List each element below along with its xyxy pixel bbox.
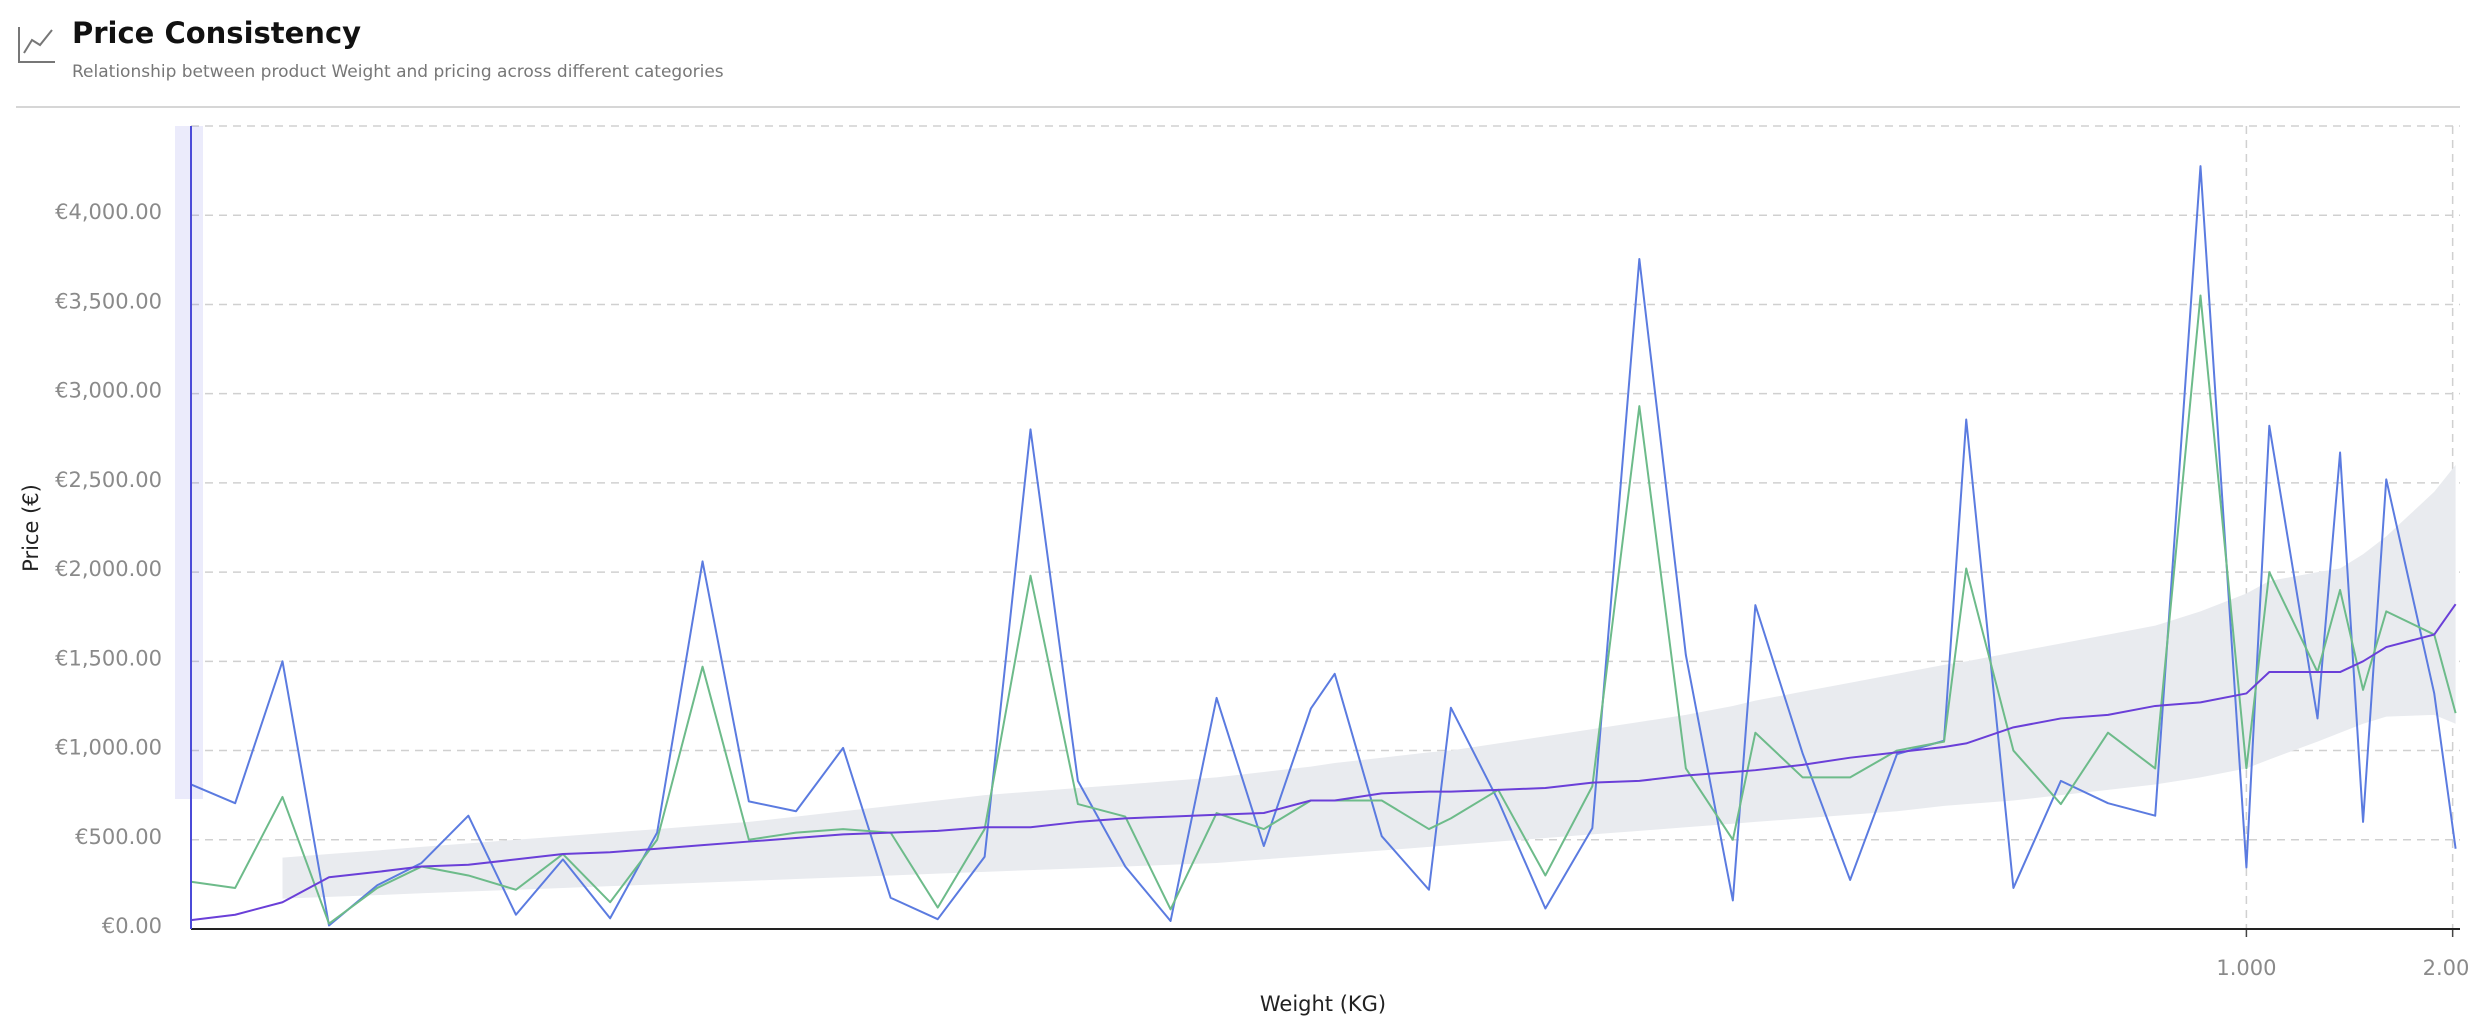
series-line bbox=[190, 294, 2457, 925]
y-tick-label: €1,500.00 bbox=[55, 646, 162, 670]
chart-icon bbox=[18, 27, 55, 63]
x-tick-label: 2.000 bbox=[2423, 956, 2470, 980]
y-tick-label: €0.00 bbox=[102, 914, 162, 938]
y-tick-label: €2,500.00 bbox=[55, 468, 162, 492]
y-tick-label: €3,000.00 bbox=[55, 379, 162, 403]
y-tick-label: €2,000.00 bbox=[55, 557, 162, 581]
y-tick-label: €3,500.00 bbox=[55, 289, 162, 313]
x-tick-label: 1.000 bbox=[2216, 956, 2276, 980]
y-tick-label: €500.00 bbox=[75, 825, 162, 849]
cursor-highlight bbox=[175, 126, 203, 799]
x-axis-label: Weight (KG) bbox=[1260, 992, 1386, 1016]
chart-subtitle: Relationship between product Weight and … bbox=[72, 62, 724, 82]
y-tick-label: €1,000.00 bbox=[55, 736, 162, 760]
range-band bbox=[282, 465, 2456, 899]
chart-title: Price Consistency bbox=[72, 16, 361, 50]
y-axis-label: Price (€) bbox=[19, 484, 43, 572]
y-tick-label: €4,000.00 bbox=[55, 200, 162, 224]
series-line bbox=[190, 165, 2457, 927]
series-line bbox=[190, 603, 2457, 922]
